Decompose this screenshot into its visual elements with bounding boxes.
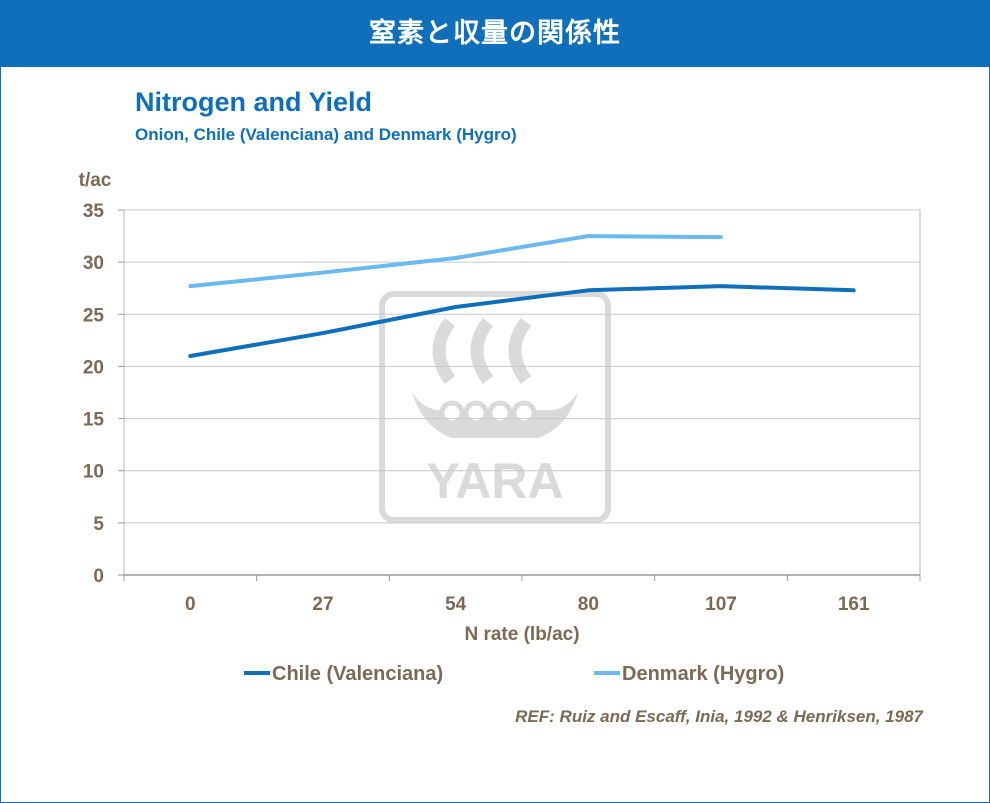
- watermark-text: YARA: [426, 453, 563, 509]
- x-tick-label: 80: [578, 594, 599, 615]
- legend-label-1: Chile (Valenciana): [272, 663, 443, 685]
- legend-label-2: Denmark (Hygro): [622, 663, 784, 685]
- reference-note: REF: Ruiz and Escaff, Inia, 1992 & Henri…: [515, 707, 923, 726]
- x-axis-label: N rate (lb/ac): [464, 624, 579, 645]
- x-tick-label: 27: [312, 594, 333, 615]
- y-tick-label: 35: [83, 201, 105, 222]
- series-line-1: [188, 284, 856, 358]
- y-tick-label: 0: [93, 566, 104, 587]
- x-tick-label: 107: [705, 594, 737, 615]
- x-tick-label: 0: [185, 594, 196, 615]
- chart-subtitle: Onion, Chile (Valenciana) and Denmark (H…: [135, 125, 517, 144]
- y-tick-label: 10: [83, 462, 104, 483]
- y-tick-label: 20: [83, 357, 104, 378]
- y-tick-label: 15: [83, 410, 105, 431]
- x-tick-label: 54: [445, 594, 467, 615]
- banner-title: 窒素と収量の関係性: [1, 1, 989, 67]
- y-axis-label: t/ac: [79, 170, 112, 191]
- y-tick-label: 25: [83, 305, 105, 326]
- y-tick-label: 5: [93, 514, 104, 535]
- x-tick-label: 161: [838, 594, 870, 615]
- yara-logo-watermark: YARA: [379, 291, 611, 523]
- chart-title: Nitrogen and Yield: [135, 87, 373, 117]
- series-line-2: [188, 234, 723, 289]
- y-tick-label: 30: [83, 253, 104, 274]
